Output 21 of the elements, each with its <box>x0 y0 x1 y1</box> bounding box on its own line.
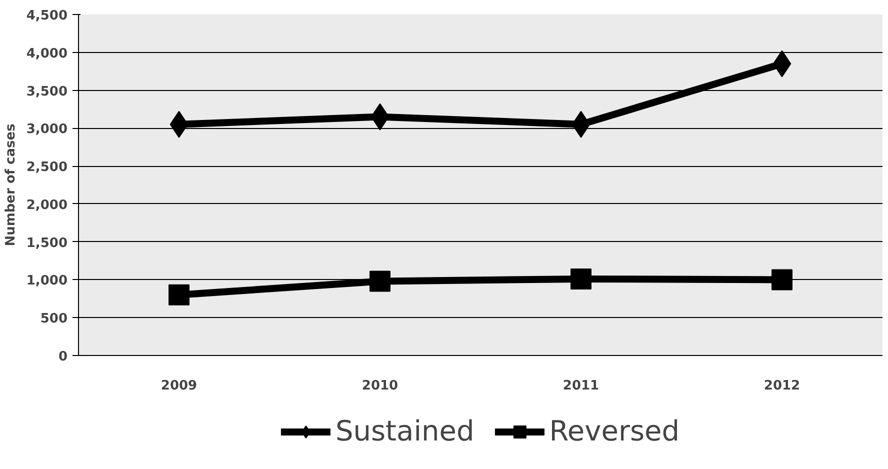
y-tick-label: 2,000 <box>26 198 68 213</box>
y-tick-label: 4,500 <box>26 8 68 24</box>
point <box>772 269 792 290</box>
point <box>570 268 592 290</box>
y-tick-label: 1,500 <box>26 236 68 251</box>
y-tick-label: 0 <box>58 350 68 364</box>
y-axis-title: Number of cases <box>3 123 18 246</box>
y-tick-label: 4,000 <box>26 46 68 62</box>
y-tick-label: 3,500 <box>26 84 68 100</box>
x-tick-label: 2010 <box>362 378 398 394</box>
point <box>168 284 190 306</box>
y-tick-label: 3,000 <box>26 122 68 138</box>
x-tick-label: 2009 <box>160 378 198 394</box>
legend-label: Sustained <box>335 414 474 448</box>
x-tick-label: 2011 <box>562 378 600 394</box>
point <box>370 270 390 292</box>
y-tick-label: 500 <box>40 312 68 327</box>
legend-label: Reversed <box>549 414 680 448</box>
y-tick-label: 2,500 <box>26 160 68 176</box>
y-tick-label: 1,000 <box>26 274 68 289</box>
x-tick-label: 2012 <box>764 378 800 394</box>
